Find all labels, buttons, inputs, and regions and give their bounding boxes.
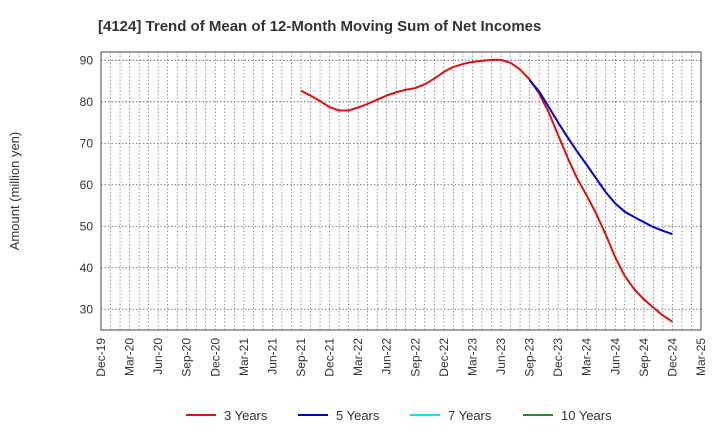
x-tick-label: Dec-24 xyxy=(665,338,679,377)
x-tick-label: Dec-20 xyxy=(208,338,222,377)
x-tick-label: Mar-21 xyxy=(237,338,251,376)
x-tick-label: Sep-22 xyxy=(408,338,422,377)
x-tick-label: Dec-22 xyxy=(437,338,451,377)
x-tick-label: Dec-23 xyxy=(551,338,565,377)
y-tick-label: 70 xyxy=(80,136,94,150)
y-tick-label: 90 xyxy=(80,53,94,67)
x-tick-label: Jun-22 xyxy=(380,338,394,375)
x-tick-label: Mar-22 xyxy=(351,338,365,376)
y-axis-label: Amount (million yen) xyxy=(7,132,22,251)
plot-frame xyxy=(100,51,702,331)
x-tick-label: Jun-24 xyxy=(608,338,622,375)
x-tick-label: Jun-23 xyxy=(494,338,508,375)
y-tick-label: 50 xyxy=(80,219,94,233)
series-line-5-years xyxy=(528,79,673,236)
y-tick-label: 40 xyxy=(80,261,94,275)
chart-title: [4124] Trend of Mean of 12-Month Moving … xyxy=(98,18,541,35)
y-tick-label: 60 xyxy=(80,178,94,192)
x-tick-label: Jun-20 xyxy=(151,338,165,375)
x-tick-label: Dec-19 xyxy=(94,338,108,377)
series-lines xyxy=(300,58,673,323)
y-tick-label: 80 xyxy=(80,95,94,109)
grid xyxy=(101,52,701,330)
x-tick-label: Sep-21 xyxy=(294,338,308,377)
y-axis: 30 40 50 60 70 80 90 xyxy=(80,53,94,316)
x-tick-label: Mar-20 xyxy=(123,338,137,376)
x-tick-label: Sep-24 xyxy=(637,338,651,377)
legend-label: 7 Years xyxy=(448,408,492,423)
legend-label: 3 Years xyxy=(224,408,268,423)
x-tick-label: Sep-23 xyxy=(523,338,537,377)
y-tick-label: 30 xyxy=(80,302,94,316)
x-tick-label: Dec-21 xyxy=(323,338,337,377)
series-line-3-years xyxy=(300,58,673,323)
legend-label: 10 Years xyxy=(561,408,612,423)
x-tick-label: Mar-25 xyxy=(694,338,708,376)
legend: 3 Years 5 Years 7 Years 10 Years xyxy=(186,408,612,423)
x-axis: Dec-19 Mar-20 Jun-20 Sep-20 Dec-20 Mar-21 Jun-… xyxy=(94,338,708,377)
x-tick-label: Sep-20 xyxy=(180,338,194,377)
legend-label: 5 Years xyxy=(336,408,380,423)
x-tick-label: Mar-24 xyxy=(580,338,594,376)
x-tick-label: Mar-23 xyxy=(465,338,479,376)
x-tick-label: Jun-21 xyxy=(265,338,279,375)
